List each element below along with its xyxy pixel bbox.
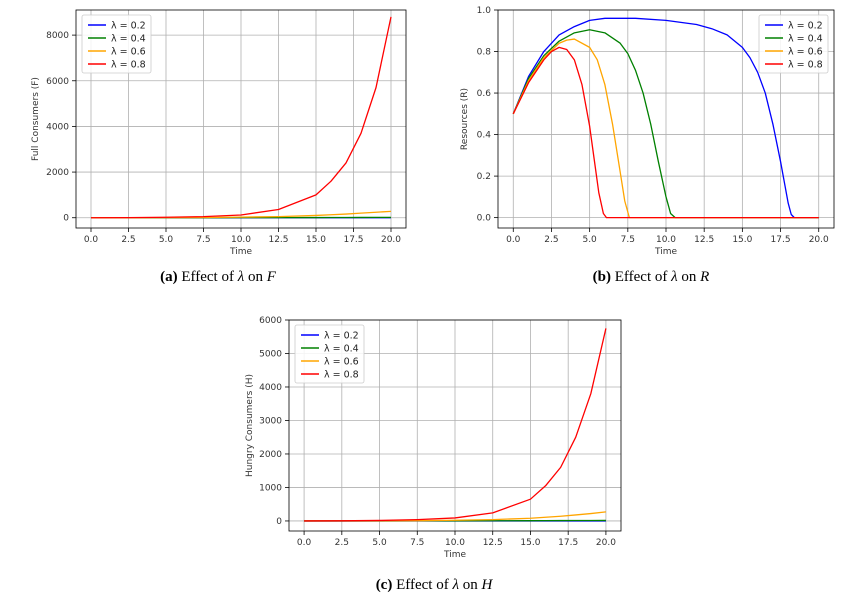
y-tick-label: 0.8 (477, 48, 492, 58)
x-tick-label: 17.5 (771, 235, 791, 245)
y-tick-label: 5000 (259, 349, 282, 359)
caption-part: (a) (160, 269, 178, 285)
y-tick-label: 6000 (46, 77, 69, 87)
legend: λ = 0.2 λ = 0.4 λ = 0.6 λ = 0.8 (81, 14, 152, 74)
caption: (b) Effect of λ on R (593, 269, 710, 285)
x-tick-label: 20.0 (809, 235, 829, 245)
x-tick-label: 0.0 (84, 235, 99, 245)
x-tick-label: 17.5 (343, 235, 363, 245)
chart-a: 0.0 2.5 5.0 7.5 10.0 12.5 15.0 17.5 20.0 0 2000 400… (31, 9, 407, 285)
y-tick-label: 1000 (259, 483, 282, 493)
x-tick-label: 2.5 (544, 235, 558, 245)
x-tick-label: 0.0 (297, 538, 312, 548)
legend-label: λ = 0.2 (111, 21, 146, 32)
caption-part: λ (237, 269, 245, 285)
caption-part: λ (451, 577, 459, 593)
x-tick-label: 20.0 (381, 235, 401, 245)
legend-label: λ = 0.4 (788, 34, 823, 45)
y-tick-label: 3000 (259, 416, 282, 426)
y-tick-label: 0 (63, 214, 69, 224)
x-tick-label: 0.0 (506, 235, 521, 245)
x-tick-label: 12.5 (483, 538, 503, 548)
y-tick-label: 6000 (259, 316, 282, 326)
caption-part: Effect of (178, 269, 238, 285)
x-tick-label: 15.0 (306, 235, 326, 245)
y-tick-label: 4000 (259, 383, 282, 393)
caption: (c) Effect of λ on H (376, 577, 494, 593)
y-axis-label: Resources (R) (460, 88, 470, 150)
x-tick-label: 15.0 (732, 235, 752, 245)
series-line-4 (304, 328, 607, 522)
y-tick-label: 0.2 (477, 172, 491, 182)
legend-label: λ = 0.6 (111, 47, 146, 58)
legend-label: λ = 0.4 (324, 344, 359, 355)
x-tick-label: 15.0 (520, 538, 540, 548)
series-line-4 (90, 16, 392, 219)
x-tick-label: 5.0 (159, 235, 174, 245)
y-tick-label: 0.4 (477, 131, 492, 141)
legend-label: λ = 0.6 (788, 47, 823, 58)
x-tick-label: 7.5 (410, 538, 424, 548)
caption-part: F (266, 269, 277, 285)
legend-box (758, 14, 829, 74)
legend-label: λ = 0.2 (788, 21, 823, 32)
series-line-1 (512, 17, 819, 219)
y-axis-label: Hungry Consumers (H) (245, 374, 255, 477)
chart-b: 0.0 2.5 5.0 7.5 10.0 12.5 15.0 17.5 20.0 0.0 0.2 0.… (460, 6, 835, 285)
caption-part: λ (670, 269, 678, 285)
legend-label: λ = 0.8 (324, 370, 359, 381)
caption-part: on (678, 269, 701, 285)
x-tick-label: 20.0 (596, 538, 616, 548)
caption-part: R (699, 269, 709, 285)
x-tick-label: 7.5 (621, 235, 635, 245)
chart-c: 0.0 2.5 5.0 7.5 10.0 12.5 15.0 17.5 20.0 0 1000 200… (245, 316, 622, 593)
x-tick-label: 2.5 (335, 538, 349, 548)
x-tick-label: 17.5 (558, 538, 578, 548)
caption-part: on (459, 577, 482, 593)
x-axis-label: Time (229, 247, 252, 257)
caption-part: (c) (376, 577, 393, 593)
caption-part: (b) (593, 269, 611, 285)
series-line-2 (512, 29, 819, 219)
x-tick-label: 5.0 (582, 235, 597, 245)
x-tick-label: 5.0 (372, 538, 387, 548)
legend-box (294, 324, 365, 384)
x-tick-label: 10.0 (656, 235, 676, 245)
y-tick-label: 0 (276, 517, 282, 527)
legend-label: λ = 0.4 (111, 34, 146, 45)
legend: λ = 0.2 λ = 0.4 λ = 0.6 λ = 0.8 (294, 324, 365, 384)
y-axis-label: Full Consumers (F) (31, 77, 41, 161)
y-tick-label: 8000 (46, 31, 69, 41)
caption: (a) Effect of λ on F (160, 269, 277, 285)
caption-part: on (244, 269, 267, 285)
y-tick-label: 2000 (259, 450, 282, 460)
y-tick-label: 1.0 (477, 6, 492, 16)
x-tick-label: 12.5 (694, 235, 714, 245)
legend-label: λ = 0.2 (324, 331, 359, 342)
series-line-3 (512, 38, 819, 219)
x-axis-label: Time (443, 550, 466, 560)
x-tick-label: 12.5 (268, 235, 288, 245)
x-tick-label: 2.5 (121, 235, 135, 245)
series-line-4 (512, 46, 819, 219)
y-tick-label: 4000 (46, 122, 69, 132)
caption-part: H (480, 577, 493, 593)
y-tick-label: 2000 (46, 168, 69, 178)
caption-part: Effect of (611, 269, 671, 285)
legend-label: λ = 0.6 (324, 357, 359, 368)
legend: λ = 0.2 λ = 0.4 λ = 0.6 λ = 0.8 (758, 14, 829, 74)
legend-label: λ = 0.8 (788, 60, 823, 71)
legend-label: λ = 0.8 (111, 60, 146, 71)
x-axis-label: Time (654, 247, 677, 257)
y-tick-label: 0.0 (477, 214, 492, 224)
x-tick-label: 10.0 (231, 235, 251, 245)
y-tick-label: 0.6 (477, 89, 492, 99)
legend-box (81, 14, 152, 74)
x-tick-label: 7.5 (196, 235, 210, 245)
caption-part: Effect of (392, 577, 452, 593)
x-tick-label: 10.0 (445, 538, 465, 548)
